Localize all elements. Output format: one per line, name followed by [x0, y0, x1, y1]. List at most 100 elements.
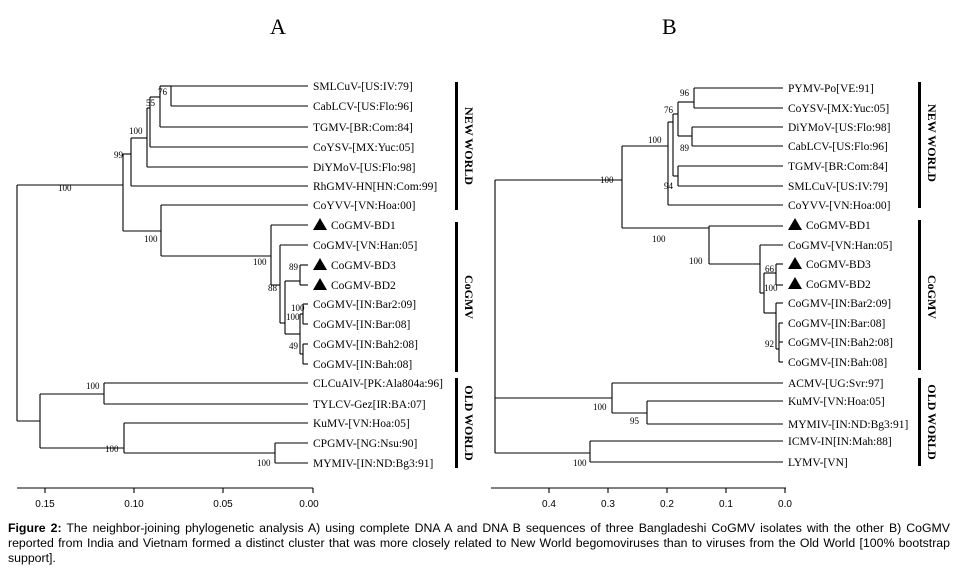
bootstrap-value: 55	[146, 98, 156, 108]
bootstrap-value: 89	[289, 262, 299, 272]
bootstrap-value: 89	[680, 143, 690, 153]
bootstrap-value: 100	[257, 458, 271, 468]
tree-a: SMLCuV-[US:IV:79] CabLCV-[US:Flo:96] TGM…	[16, 81, 939, 510]
bootstrap-value: 100	[129, 126, 143, 136]
triangle-marker-icon	[788, 257, 802, 269]
taxon-label: CoGMV-[IN:Bah:08]	[313, 359, 412, 371]
bootstrap-value: 88	[268, 283, 278, 293]
bootstrap-value: 100	[253, 257, 267, 267]
taxon-label: CoGMV-BD1	[806, 220, 871, 232]
scale-tick-label: 0.2	[660, 499, 674, 510]
taxon-label: CoGMV-[IN:Bar:08]	[313, 319, 410, 331]
scale-tick-label: 0.4	[542, 499, 556, 510]
bootstrap-value: 100	[764, 283, 778, 293]
scale-tick-label: 0.10	[124, 499, 144, 510]
tree-b-bootstrap: 96 76 100 89 94 100 100 100 66 100 92 10…	[573, 88, 778, 468]
bootstrap-value: 100	[648, 135, 662, 145]
scale-tick-label: 0.00	[299, 499, 319, 510]
bootstrap-value: 99	[114, 150, 124, 160]
taxon-label: CPGMV-[NG:Nsu:90]	[313, 438, 417, 450]
panel-a-title: A	[270, 14, 286, 39]
tree-a-taxa: SMLCuV-[US:IV:79] CabLCV-[US:Flo:96] TGM…	[313, 81, 443, 470]
bootstrap-value: 49	[289, 341, 299, 351]
taxon-label: CoGMV-BD3	[806, 259, 871, 271]
taxon-label: TYLCV-Gez[IR:BA:07]	[313, 399, 426, 411]
taxon-label: CoGMV-[IN:Bar2:09]	[788, 298, 891, 310]
triangle-marker-icon	[788, 218, 802, 230]
tree-b-groups: NEW WORLD CoGMV OLD WORLD	[918, 82, 939, 466]
taxon-label: CoGMV-BD2	[806, 279, 871, 291]
tree-a-bootstrap: 76 55 100 99 100 100 100 89 88 100 100 4…	[58, 87, 305, 468]
taxon-label: CoGMV-BD2	[331, 280, 396, 292]
tree-b-taxa: PYMV-Po[VE:91] CoYSV-[MX:Yuc:05] DiYMoV-…	[788, 83, 908, 469]
taxon-label: MYMIV-[IN:ND:Bg3:91]	[788, 419, 908, 431]
bootstrap-value: 100	[58, 183, 72, 193]
taxon-label: RhGMV-HN[HN:Com:99]	[313, 181, 437, 193]
taxon-label: TGMV-[BR:Com:84]	[313, 122, 413, 134]
taxon-label: LYMV-[VN]	[788, 457, 848, 469]
taxon-label: SMLCuV-[US:IV:79]	[313, 81, 413, 93]
taxon-label: DiYMoV-[US:Flo:98]	[788, 122, 890, 134]
taxon-label: CoGMV-[IN:Bah2:08]	[313, 339, 418, 351]
group-label-new-world: NEW WORLD	[462, 107, 476, 185]
bootstrap-value: 100	[105, 444, 119, 454]
scale-tick-label: 0.0	[778, 499, 792, 510]
bootstrap-value: 100	[689, 256, 703, 266]
triangle-marker-icon	[313, 218, 327, 230]
bootstrap-value: 100	[573, 458, 587, 468]
bootstrap-value: 100	[86, 381, 100, 391]
bootstrap-value: 96	[680, 88, 690, 98]
group-label-old-world: OLD WORLD	[925, 384, 939, 460]
taxon-label: CabLCV-[US:Flo:96]	[788, 141, 888, 153]
bootstrap-value: 100	[652, 234, 666, 244]
taxon-label: ICMV-IN[IN:Mah:88]	[788, 436, 892, 448]
triangle-marker-icon	[313, 258, 327, 270]
bootstrap-value: 76	[158, 87, 168, 97]
taxon-label: TGMV-[BR:Com:84]	[788, 161, 888, 173]
bootstrap-value: 100	[291, 303, 305, 313]
taxon-label: CLCuAlV-[PK:Ala804a:96]	[313, 378, 443, 390]
tree-b-scale-axis: 0.4 0.3 0.2 0.1 0.0	[491, 487, 792, 510]
taxon-label: KuMV-[VN:Hoa:05]	[313, 418, 410, 430]
triangle-marker-icon	[788, 277, 802, 289]
tree-b-branches	[494, 87, 783, 463]
group-label-cogmv: CoGMV	[925, 275, 939, 319]
taxon-label: CoYVV-[VN:Hoa:00]	[788, 200, 890, 212]
taxon-label: CoGMV-[IN:Bah2:08]	[788, 337, 893, 349]
taxon-label: CoYVV-[VN:Hoa:00]	[313, 200, 415, 212]
taxon-label: CabLCV-[US:Flo:96]	[313, 101, 413, 113]
taxon-label: CoYSV-[MX:Yuc:05]	[788, 103, 889, 115]
taxon-label: CoGMV-[VN:Han:05]	[788, 240, 892, 252]
caption-label: Figure 2:	[8, 521, 62, 535]
caption-text: The neighbor-joining phylogenetic analys…	[8, 521, 950, 565]
group-label-new-world: NEW WORLD	[925, 104, 939, 182]
scale-tick-label: 0.3	[601, 499, 615, 510]
bootstrap-value: 100	[144, 234, 158, 244]
taxon-label: CoYSV-[MX:Yuc:05]	[313, 142, 414, 154]
tree-a-branches	[16, 85, 308, 464]
taxon-label: CoGMV-[IN:Bar2:09]	[313, 299, 416, 311]
scale-tick-label: 0.05	[213, 499, 233, 510]
bootstrap-value: 66	[765, 264, 775, 274]
taxon-label: KuMV-[VN:Hoa:05]	[788, 396, 885, 408]
bootstrap-value: 100	[593, 402, 607, 412]
taxon-label: ACMV-[UG:Svr:97]	[788, 378, 883, 390]
bootstrap-value: 76	[664, 105, 674, 115]
bootstrap-value: 92	[765, 339, 774, 349]
bootstrap-value: 100	[286, 312, 300, 322]
scale-tick-label: 0.1	[719, 499, 733, 510]
tree-a-scale-axis: 0.15 0.10 0.05 0.00	[17, 487, 319, 510]
taxon-label: CoGMV-[IN:Bar:08]	[788, 318, 885, 330]
group-label-cogmv: CoGMV	[462, 275, 476, 319]
panel-b-title: B	[662, 14, 677, 39]
bootstrap-value: 94	[664, 181, 674, 191]
taxon-label: MYMIV-[IN:ND:Bg3:91]	[313, 458, 433, 470]
tree-a-groups: NEW WORLD CoGMV OLD WORLD	[455, 82, 476, 468]
scale-tick-label: 0.15	[35, 499, 55, 510]
taxon-label: SMLCuV-[US:IV:79]	[788, 181, 888, 193]
bootstrap-value: 100	[600, 175, 614, 185]
taxon-label: DiYMoV-[US:Flo:98]	[313, 162, 415, 174]
triangle-marker-icon	[313, 278, 327, 290]
taxon-label: PYMV-Po[VE:91]	[788, 83, 874, 95]
taxon-label: CoGMV-[VN:Han:05]	[313, 240, 417, 252]
